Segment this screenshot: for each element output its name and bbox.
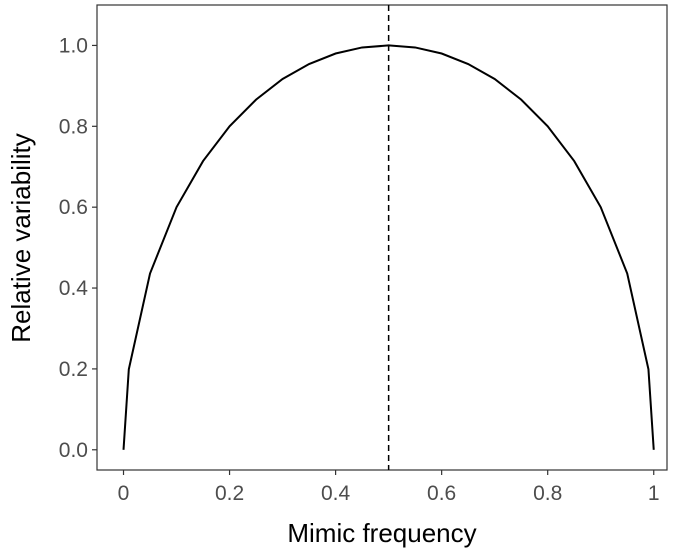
panel-border [96,4,668,471]
x-axis-title: Mimic frequency [287,518,476,548]
x-tick-label: 0.6 [427,482,456,505]
y-tick-label: 1.0 [59,34,88,57]
x-tick-label: 0.4 [321,482,351,505]
x-tick-label: 0.2 [215,482,244,505]
y-tick-label: 0.8 [59,115,88,138]
y-tick-label: 0.6 [59,196,88,219]
y-tick-label: 0.2 [59,358,88,381]
y-axis-title: Relative variability [6,133,36,343]
x-tick-label: 0.8 [533,482,562,505]
y-tick-label: 0.4 [59,277,89,300]
data-line [122,44,655,450]
x-tick-label: 1 [648,482,660,505]
y-tick-label: 0.0 [59,439,88,462]
x-tick-label: 0 [118,482,130,505]
